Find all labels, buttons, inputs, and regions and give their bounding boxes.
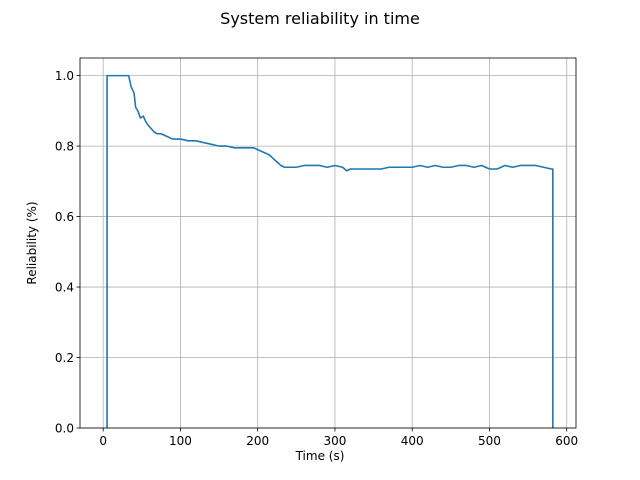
series-layer — [106, 74, 554, 428]
x-tick-label: 600 — [555, 434, 578, 448]
reliability-line — [106, 74, 554, 428]
y-axis-ticks: 0.0 0.2 0.4 0.6 0.8 1.0 — [55, 69, 80, 435]
x-tick-label: 300 — [324, 434, 347, 448]
x-tick-label: 500 — [478, 434, 501, 448]
y-tick-label: 0.8 — [55, 139, 74, 153]
x-tick-label: 200 — [246, 434, 269, 448]
y-tick-label: 0.4 — [55, 280, 74, 294]
grid — [80, 58, 576, 429]
y-tick-label: 0.6 — [55, 210, 74, 224]
x-axis-ticks: 0 100 200 300 400 500 600 — [99, 428, 578, 448]
y-tick-label: 1.0 — [55, 69, 74, 83]
plot-frame — [79, 57, 577, 429]
x-axis-label: Time (s) — [295, 449, 345, 463]
y-tick-label: 0.0 — [55, 421, 74, 435]
y-tick-label: 0.2 — [55, 351, 74, 365]
chart-title: System reliability in time — [220, 9, 420, 28]
x-tick-label: 0 — [99, 434, 107, 448]
x-tick-label: 100 — [169, 434, 192, 448]
x-tick-label: 400 — [401, 434, 424, 448]
y-axis-label: Reliability (%) — [25, 201, 39, 284]
